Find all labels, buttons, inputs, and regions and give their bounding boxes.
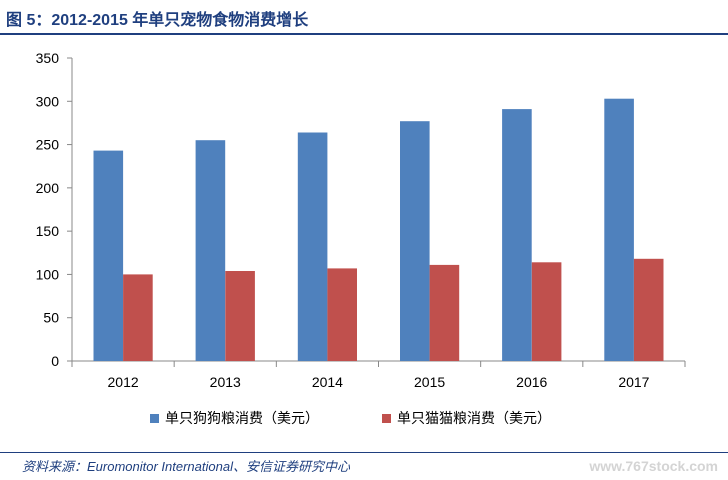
dog-food-bar-2015 xyxy=(400,121,430,361)
bar-chart: 0 50 100 150 200 250 300 350 2012 2013 2014 2015 201… xyxy=(36,50,686,427)
dog-food-bar-2016 xyxy=(502,109,532,361)
source-divider xyxy=(0,452,728,453)
x-tick-label: 2016 xyxy=(516,374,547,390)
cat-food-bar-2015 xyxy=(429,264,460,361)
legend-swatch-cat xyxy=(382,414,391,423)
bars xyxy=(93,98,664,361)
x-tick-label: 2015 xyxy=(414,374,445,390)
dog-food-bar-2014 xyxy=(297,132,328,361)
cat-food-bar-2017 xyxy=(633,258,664,361)
legend-label-cat: 单只猫猫粮消费（美元） xyxy=(397,411,551,427)
y-tick-label: 300 xyxy=(36,93,60,109)
cat-food-bar-2012 xyxy=(123,274,153,361)
chart-title: 图 5：2012-2015 年单只宠物食物消费增长 xyxy=(6,12,309,29)
y-tick-label: 350 xyxy=(36,50,60,66)
cat-food-bar-2016 xyxy=(531,262,562,361)
y-tick-label: 200 xyxy=(36,180,60,196)
x-tick-label: 2017 xyxy=(618,374,649,390)
cat-food-bar-2014 xyxy=(327,268,357,361)
y-tick-label: 100 xyxy=(36,266,60,282)
source-note: 资料来源：Euromonitor International、安信证券研究中心 xyxy=(22,459,350,474)
y-tick-label: 250 xyxy=(36,137,60,153)
legend-swatch-dog xyxy=(150,414,159,423)
dog-food-bar-2017 xyxy=(604,98,634,361)
x-tick-label: 2013 xyxy=(210,374,241,390)
axes: 0 50 100 150 200 250 300 350 2012 2013 2014 2015 201… xyxy=(36,50,686,390)
x-tick-label: 2014 xyxy=(312,374,343,390)
legend-label-dog: 单只狗狗粮消费（美元） xyxy=(165,411,319,427)
legend: 单只狗狗粮消费（美元） 单只猫猫粮消费（美元） xyxy=(150,411,551,427)
title-divider xyxy=(0,33,728,35)
y-tick-label: 150 xyxy=(36,223,60,239)
x-tick-label: 2012 xyxy=(108,374,139,390)
watermark: www.767stock.com xyxy=(589,458,718,474)
dog-food-bar-2012 xyxy=(93,150,124,361)
y-tick-label: 0 xyxy=(51,353,59,369)
dog-food-bar-2013 xyxy=(195,140,226,361)
cat-food-bar-2013 xyxy=(225,271,255,361)
y-tick-label: 50 xyxy=(43,310,59,326)
